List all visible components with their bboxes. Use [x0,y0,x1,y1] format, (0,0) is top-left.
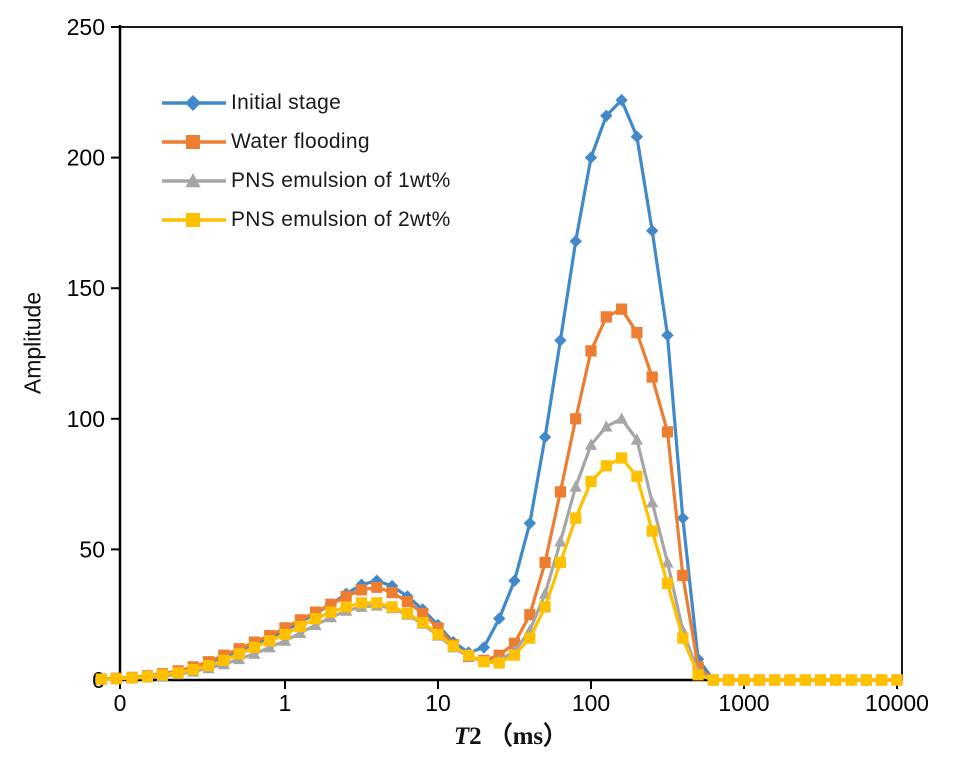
series-markers-water-flooding [95,303,903,686]
y-tick-label: 50 [79,536,105,562]
y-tick-label: 100 [67,406,105,432]
legend-key-triangle-icon [162,173,226,188]
x-tick-label: 1 [279,690,292,716]
series-markers-pns-emulsion-of-1wt- [95,412,904,685]
y-tick-label: 250 [67,14,105,40]
x-tick-label: 100 [572,690,610,716]
x-tick-label: 10 [425,690,451,716]
y-tick-label: 150 [67,275,105,301]
x-tick-label: 1000 [718,690,769,716]
x-tick-label: 0 [114,690,127,716]
legend-item-pns-2wt: PNS emulsion of 2wt% [162,207,451,233]
x-axis-title-symbol: T [453,723,470,750]
legend-label: Initial stage [231,91,342,114]
series-line-pns-emulsion-of-1wt- [101,417,897,682]
legend-key-diamond-icon [162,95,226,111]
legend-key-marker [186,213,200,227]
legend-item-water-flooding: Water flooding [162,129,451,155]
series-line-pns-emulsion-of-2wt- [101,456,897,682]
legend-item-initial-stage: Initial stage [162,90,451,116]
y-axis-title: Amplitude [19,291,46,395]
x-tick-label: 10000 [865,690,929,716]
legend-label: Water flooding [231,130,370,153]
legend-key-marker [185,173,201,188]
series-markers-pns-emulsion-of-2wt- [95,452,903,686]
legend-label: PNS emulsion of 1wt% [231,169,451,192]
legend-item-pns-1wt: PNS emulsion of 1wt% [162,168,451,194]
legend: Initial stage Water flooding PNS emulsio… [162,90,451,233]
x-axis-title-unit: （ms） [487,723,569,750]
legend-key-square-icon [162,213,226,227]
x-axis-title-number: 2 [469,723,482,750]
legend-label: PNS emulsion of 2wt% [231,208,451,231]
x-axis-title: T2 （ms） [454,716,568,752]
legend-key-marker [185,95,201,111]
y-tick-label: 200 [67,145,105,171]
legend-key-marker [186,135,200,149]
legend-key-square-icon [162,135,226,149]
